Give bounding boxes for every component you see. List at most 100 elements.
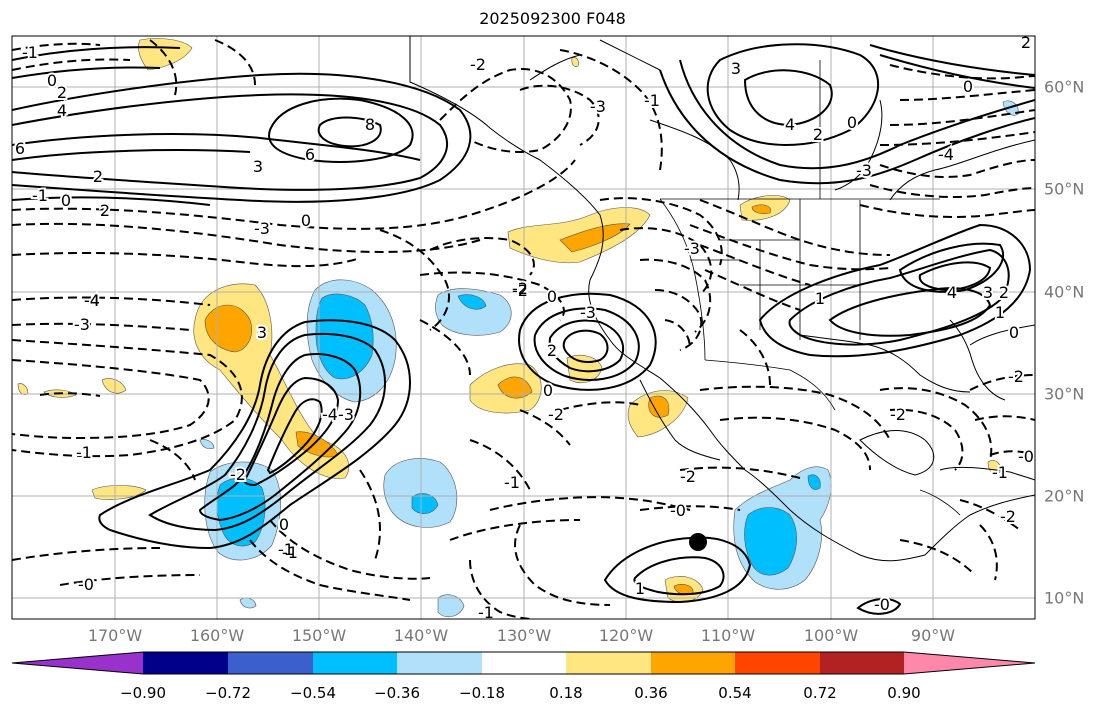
colorbar-tick-label: −0.18 (459, 684, 505, 702)
contour-label: -3 (684, 239, 700, 258)
colorbar-tick-label: 0.72 (803, 684, 837, 702)
contour-label: 0 (547, 287, 557, 306)
contour-label: -4 (938, 145, 954, 164)
contour-label: -1 (992, 463, 1008, 482)
contour-label: 0 (963, 77, 973, 96)
contour-label: -0 (78, 575, 94, 594)
contour-label: 6 (305, 145, 315, 164)
contour-label: 3 (983, 283, 993, 302)
colorbar-tick-label: −0.90 (120, 684, 166, 702)
lon-label: 130°W (496, 626, 552, 645)
contour-label: 0 (61, 191, 71, 210)
shading-positive (17, 38, 1001, 603)
contour-label: -2 (1000, 507, 1016, 526)
colorbar-tick-label: 0.18 (549, 684, 583, 702)
contour-label: -0 (874, 595, 890, 614)
lat-label: 10°N (1044, 588, 1085, 608)
colorbar-segment (651, 652, 735, 674)
lon-label: 120°W (598, 626, 654, 645)
lat-label: 50°N (1044, 179, 1085, 199)
contour-label: -2 (512, 279, 528, 298)
lat-label: 40°N (1044, 282, 1085, 302)
colorbar (11, 651, 1036, 675)
contour-label: 2 (93, 167, 103, 186)
lat-label: 60°N (1044, 77, 1085, 97)
contour-label: -1 (278, 540, 294, 559)
contour-label: 8 (365, 115, 375, 134)
lon-label: 90°W (910, 626, 956, 645)
contour-label: 4 (785, 115, 795, 134)
contour-label: -1 (282, 543, 298, 562)
contour-label: -3 (580, 303, 596, 322)
lon-label: 110°W (700, 626, 756, 645)
colorbar-tick-label: −0.72 (205, 684, 251, 702)
colorbar-segment (735, 652, 820, 674)
contours-positive (12, 43, 1035, 615)
contour-label: -3 (338, 405, 354, 424)
lon-label: 160°W (189, 626, 245, 645)
contour-label: 2 (813, 125, 823, 144)
contour-label: 0 (47, 71, 57, 90)
contour-label: -2 (1008, 367, 1024, 386)
lon-label: 150°W (291, 626, 347, 645)
coastlines (409, 36, 1035, 562)
lon-label: 170°W (87, 626, 143, 645)
contour-label: 2 (57, 83, 67, 102)
contour-label: 4 (947, 283, 957, 302)
contour-label: 3 (253, 157, 263, 176)
colorbar-segment (313, 652, 397, 674)
contour-label: 1 (815, 289, 825, 308)
contour-label: -2 (470, 55, 486, 74)
colorbar-outline (11, 651, 1036, 675)
contour-label: 0 (543, 381, 553, 400)
contour-label: -2 (890, 405, 906, 424)
contour-label: -1 (32, 186, 48, 205)
colorbar-segment (566, 652, 651, 674)
contour-label: 0 (301, 211, 311, 230)
contour-label: 0 (279, 515, 289, 534)
contours-negative (12, 39, 1035, 619)
contour-label: -0 (1018, 447, 1034, 466)
contour-label: 3 (731, 59, 741, 78)
contour-label: -2 (230, 465, 246, 484)
map-title: 2025092300 F048 (479, 9, 626, 28)
colorbar-segment (482, 652, 566, 674)
contour-label: -1 (504, 473, 520, 492)
contour-label: 1 (995, 303, 1005, 322)
contour-label: -4 (84, 291, 100, 310)
contour-label: 2 (999, 283, 1009, 302)
contour-label: 3 (257, 323, 267, 342)
contour-labels: -1 0 2 4 6 8 6 3 2 -1 0 2 -4 -3 -4 -3 -1… (13, 33, 1035, 622)
contour-label: -2 (512, 281, 528, 300)
contour-label: -4 (84, 291, 100, 310)
contour-label: -0 (670, 501, 686, 520)
storm-center-marker (689, 533, 707, 551)
lat-label: 30°N (1044, 384, 1085, 404)
contour-label: -3 (74, 315, 90, 334)
gridlines (12, 36, 1035, 619)
contour-label: 0 (1009, 323, 1019, 342)
contour-label: 2 (547, 341, 557, 360)
colorbar-tick-label: −0.54 (290, 684, 336, 702)
contour-label: -1 (644, 91, 660, 110)
contour-label: -1 (22, 43, 38, 62)
colorbar-segment (143, 652, 228, 674)
map-frame (11, 35, 1036, 620)
colorbar-segment (228, 652, 313, 674)
contour-label: 2 (100, 201, 110, 220)
contour-label: -3 (590, 97, 606, 116)
contour-label: -1 (478, 603, 494, 622)
contour-label: 2 (1021, 33, 1031, 52)
colorbar-tick-label: 0.54 (718, 684, 752, 702)
colorbar-tick-label: 0.36 (634, 684, 668, 702)
contour-label: -3 (856, 161, 872, 180)
lon-label: 100°W (803, 626, 859, 645)
contour-label: 4 (57, 101, 67, 120)
contour-label: 6 (15, 139, 25, 158)
contour-label: 1 (635, 579, 645, 598)
colorbar-extend-low (12, 652, 143, 674)
contour-label: 0 (847, 113, 857, 132)
colorbar-segment (397, 652, 482, 674)
contours-zero (12, 46, 211, 206)
